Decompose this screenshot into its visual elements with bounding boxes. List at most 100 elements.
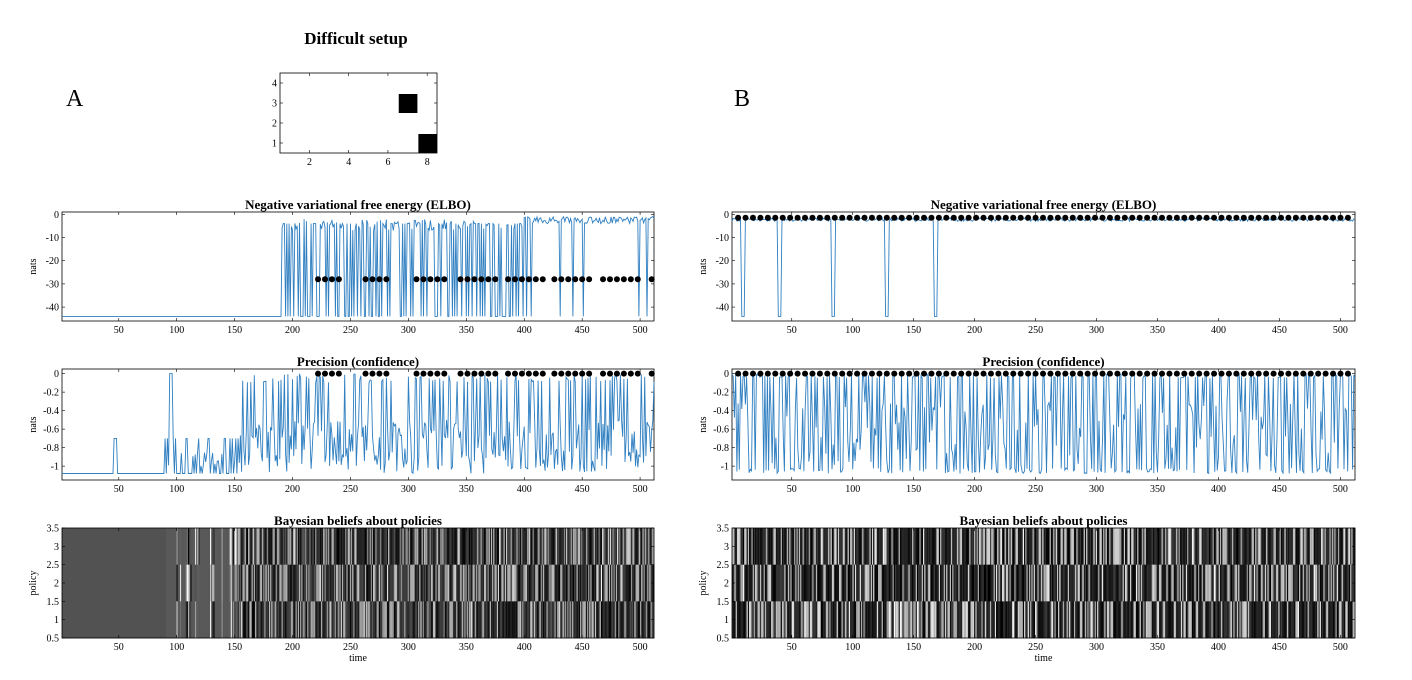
heatmap-cell <box>1185 528 1188 565</box>
heatmap-cell <box>961 601 964 639</box>
heatmap-cell <box>1345 528 1347 565</box>
axes-frame <box>61 211 655 322</box>
y-tick-label: 3 <box>54 542 59 553</box>
heatmap-cell <box>1278 601 1280 639</box>
heatmap-cell <box>734 528 737 565</box>
heatmap-cell <box>806 601 808 639</box>
heatmap-cell <box>1183 601 1186 639</box>
heatmap-cell <box>549 601 552 639</box>
y-axis-label: nats <box>698 416 709 432</box>
heatmap-cell <box>210 601 212 639</box>
heatmap-cell <box>378 601 381 639</box>
heatmap-cell <box>1156 601 1159 639</box>
event-dot <box>839 370 846 377</box>
heatmap-cell <box>981 564 984 602</box>
heatmap-cell <box>228 528 231 565</box>
heatmap-cell <box>136 528 138 565</box>
heatmap-cell <box>396 601 398 639</box>
heatmap-cell <box>1112 564 1115 602</box>
heatmap-cell <box>440 601 442 639</box>
heatmap-cell <box>148 601 151 639</box>
heatmap-cell <box>902 564 904 602</box>
heatmap-cell <box>942 564 945 602</box>
event-dot <box>1047 370 1054 377</box>
heatmap-cell <box>457 564 459 602</box>
heatmap-cell <box>893 564 896 602</box>
heatmap-cell <box>1341 601 1344 639</box>
heatmap-cell <box>879 564 881 602</box>
heatmap-cell <box>395 601 397 639</box>
heatmap-cell <box>1311 601 1313 639</box>
heatmap-cell <box>1011 564 1014 602</box>
heatmap-cell <box>230 601 233 639</box>
heatmap-cell <box>803 564 806 602</box>
heatmap-cell <box>1194 564 1196 602</box>
heatmap-cell <box>1301 601 1304 639</box>
heatmap-cell <box>1250 528 1252 565</box>
heatmap-cell <box>1166 564 1169 602</box>
heatmap-cell <box>608 528 611 565</box>
heatmap-cell <box>115 528 117 565</box>
heatmap-cell <box>248 601 250 639</box>
heatmap-cell <box>472 564 475 602</box>
heatmap-cell <box>907 528 909 565</box>
heatmap-cell <box>359 564 361 602</box>
event-dot <box>1248 214 1255 221</box>
heatmap-cell <box>792 601 795 639</box>
heatmap-cell <box>474 564 477 602</box>
heatmap-cell <box>338 564 340 602</box>
heatmap-cell <box>71 601 73 639</box>
heatmap-cell <box>632 564 634 602</box>
y-tick-label: -40 <box>46 303 59 314</box>
heatmap-cell <box>548 528 551 565</box>
heatmap-cell <box>1162 564 1165 602</box>
heatmap-cell <box>400 564 403 602</box>
heatmap-cell <box>829 601 831 639</box>
heatmap-cell <box>551 601 553 639</box>
heatmap-cell <box>1067 564 1070 602</box>
heatmap-cell <box>745 528 747 565</box>
x-tick-label: 100 <box>845 325 860 336</box>
heatmap-cell <box>82 601 85 639</box>
heatmap-cell <box>927 564 930 602</box>
heatmap-cell <box>92 601 94 639</box>
heatmap-cell <box>1269 564 1272 602</box>
heatmap-cell <box>286 601 288 639</box>
heatmap-cell <box>1205 564 1207 602</box>
heatmap-cell <box>852 601 855 639</box>
heatmap-cell <box>292 528 294 565</box>
heatmap-cell <box>908 564 911 602</box>
heatmap-cell <box>831 601 834 639</box>
heatmap-cell <box>628 601 631 639</box>
heatmap-cell <box>843 528 846 565</box>
event-dot <box>965 370 972 377</box>
heatmap-cell <box>811 601 813 639</box>
heatmap-cell <box>599 528 602 565</box>
heatmap-cell <box>1128 564 1131 602</box>
heatmap-cell <box>1045 601 1048 639</box>
heatmap-cell <box>757 564 760 602</box>
heatmap-cell <box>268 601 271 639</box>
heatmap-cell <box>95 528 98 565</box>
y-tick-label: 1.5 <box>717 597 730 608</box>
heatmap-cell <box>1148 601 1150 639</box>
event-dot <box>518 276 525 283</box>
heatmap-cell <box>500 564 502 602</box>
heatmap-cell <box>1069 601 1071 639</box>
heatmap-cell <box>411 528 413 565</box>
heatmap-cell <box>210 564 212 602</box>
y-axis-label: policy <box>698 571 709 596</box>
heatmap-cell <box>230 528 233 565</box>
event-dot <box>883 214 890 221</box>
heatmap-cell <box>1132 601 1134 639</box>
heatmap-cell <box>802 601 805 639</box>
heatmap-cell <box>603 528 605 565</box>
heatmap-cell <box>1323 601 1325 639</box>
heatmap-cell <box>649 528 651 565</box>
event-dot <box>321 276 328 283</box>
event-dot <box>1218 370 1225 377</box>
heatmap-cell <box>168 528 170 565</box>
heatmap-cell <box>592 528 595 565</box>
heatmap-cell <box>1060 528 1063 565</box>
heatmap-cell <box>933 528 936 565</box>
